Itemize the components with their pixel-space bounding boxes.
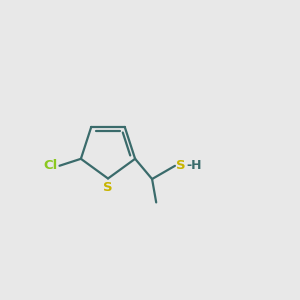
Text: -H: -H bbox=[186, 159, 202, 172]
Text: S: S bbox=[103, 181, 113, 194]
Text: Cl: Cl bbox=[44, 159, 58, 172]
Text: S: S bbox=[176, 159, 185, 172]
